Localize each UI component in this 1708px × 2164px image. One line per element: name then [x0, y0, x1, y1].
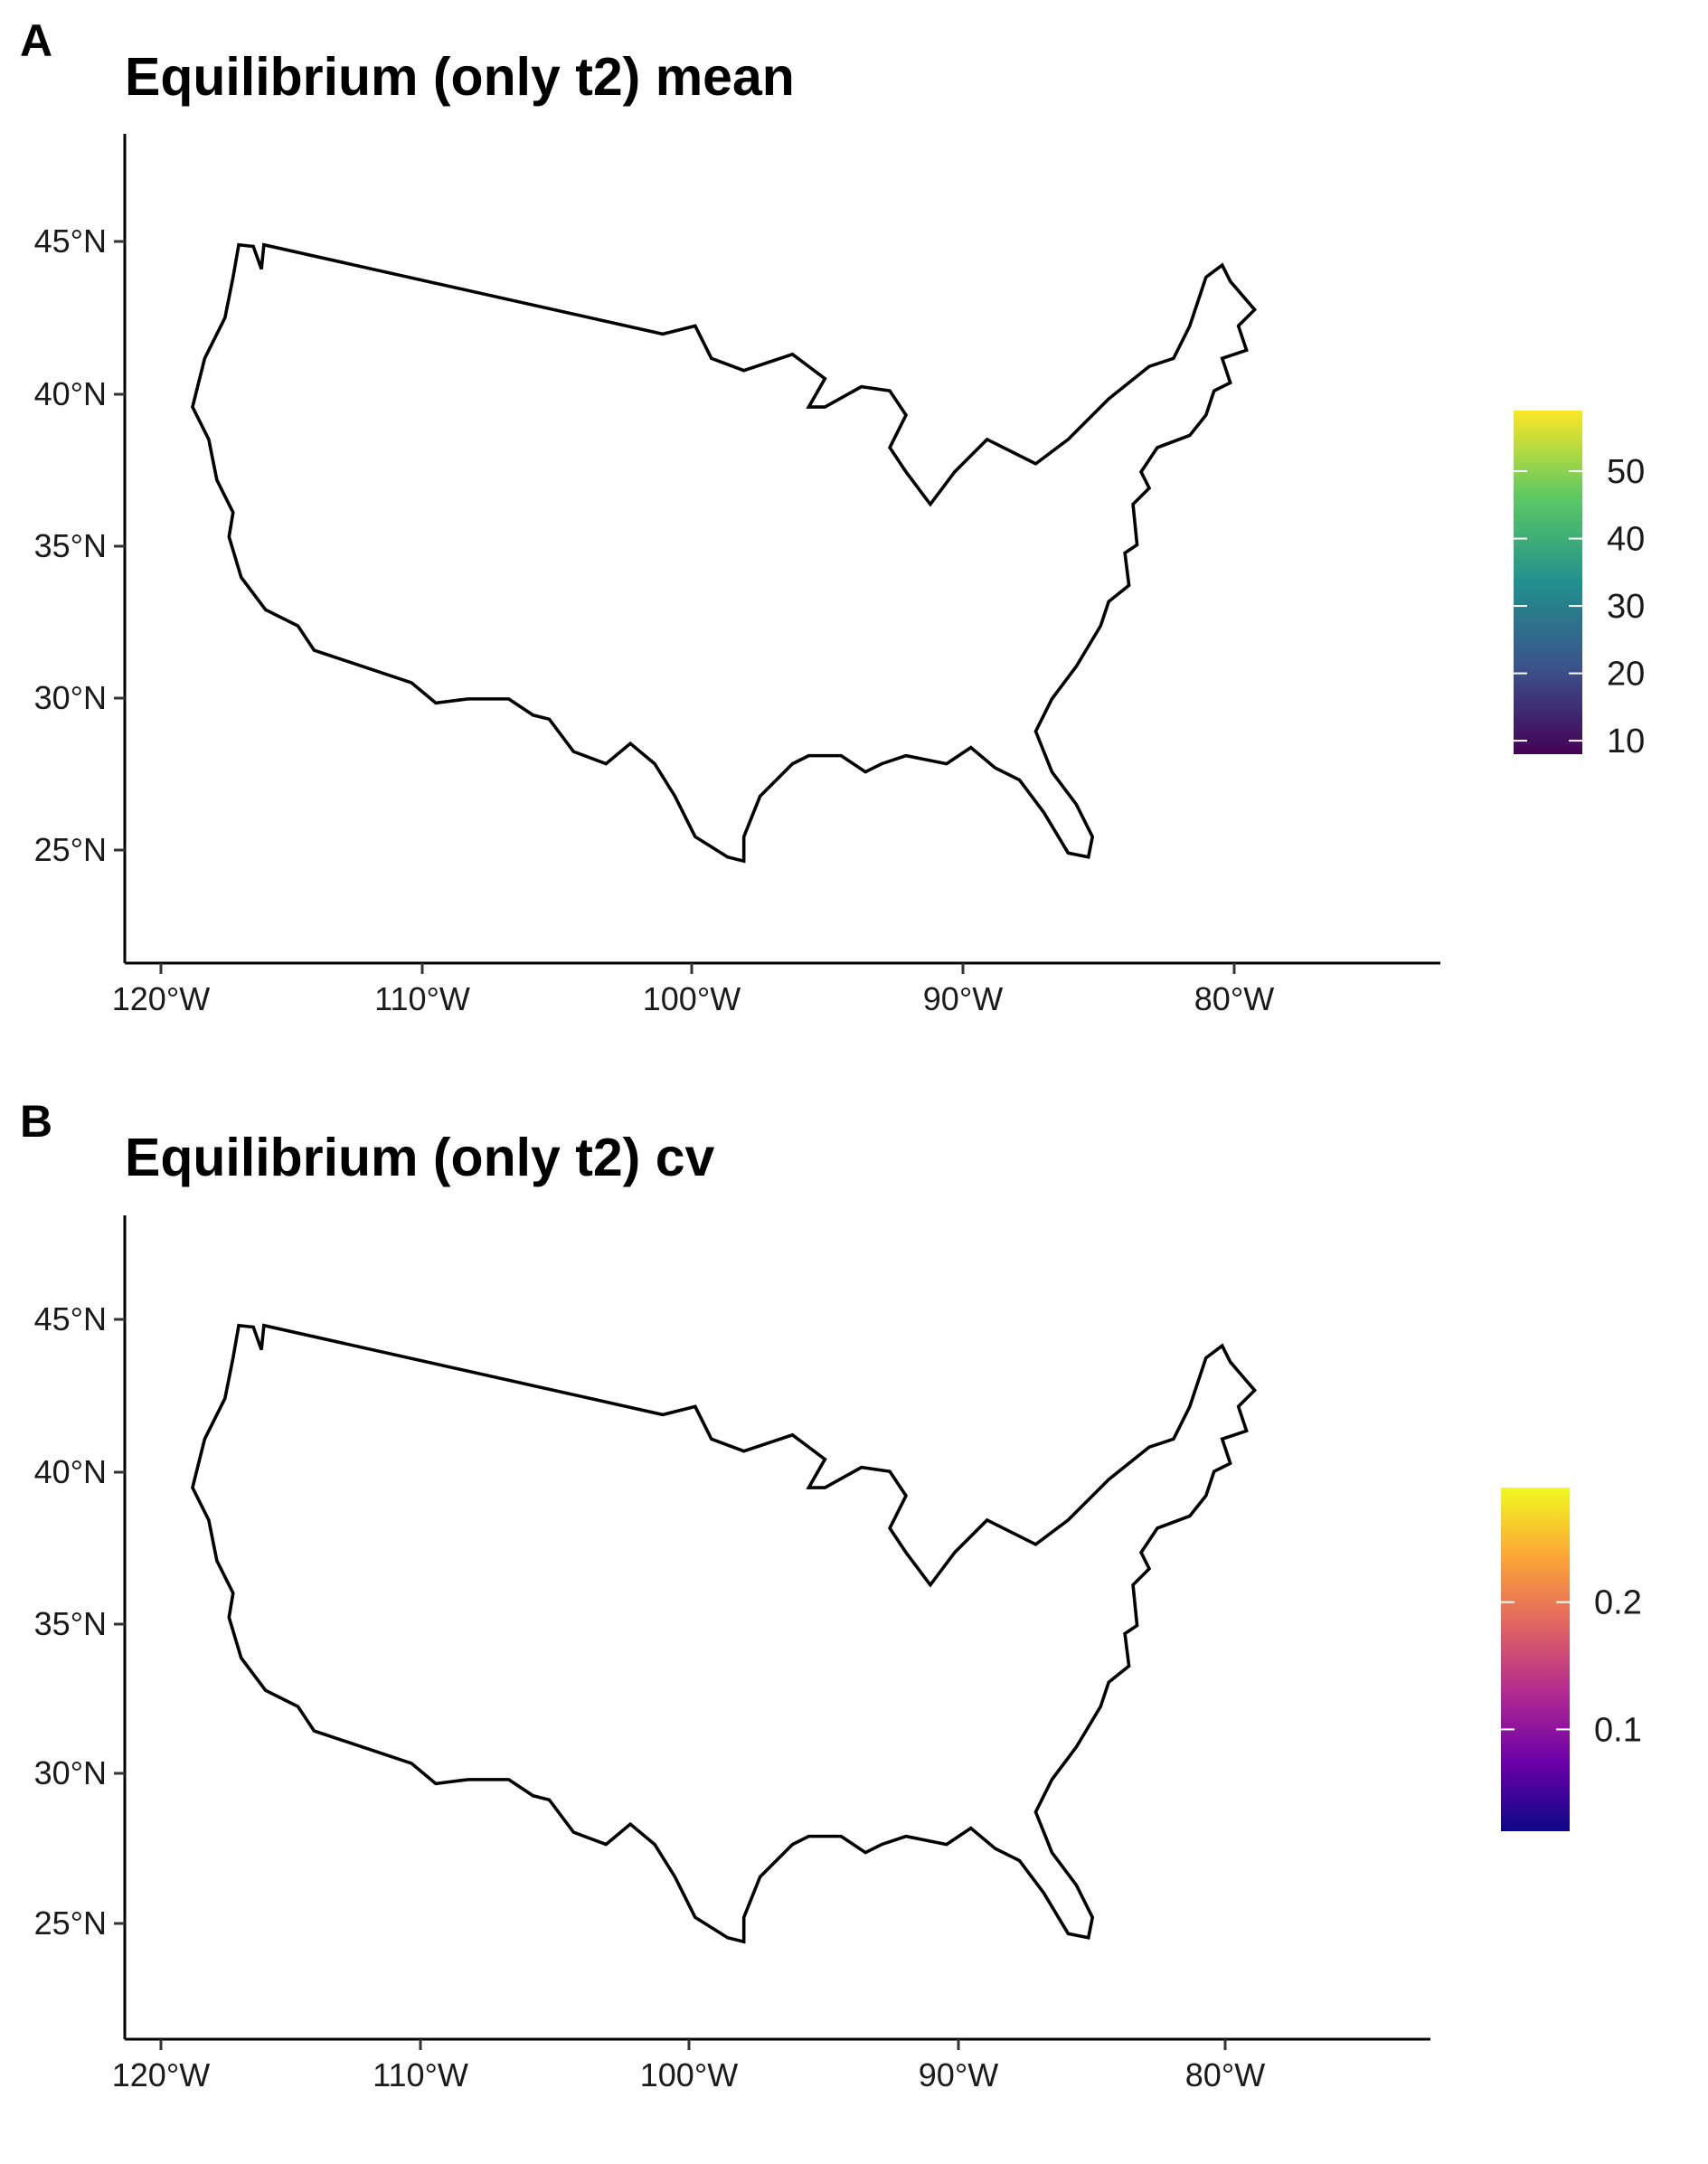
us-outline-a: [191, 242, 1257, 864]
panel-label-b: B: [20, 1096, 52, 1147]
legend-colorbar: [1501, 1488, 1570, 1831]
us-outline-b: [191, 1323, 1257, 1944]
legend-colorbar: [1514, 411, 1582, 754]
legend-label: 10: [1607, 723, 1645, 761]
panel-label-a: A: [20, 15, 52, 66]
x-tick-label: 90°W: [923, 980, 1003, 1017]
region-west-dry: [237, 246, 724, 619]
panel-a: A Equilibrium (only t2) mean 45°N 40°N 35°N 3…: [20, 15, 1645, 1017]
region-great-lakes: [882, 335, 992, 508]
legend-label: 30: [1607, 588, 1645, 626]
legend-label: 40: [1607, 521, 1645, 559]
legend-b: 0.2 0.1: [1501, 1488, 1642, 1831]
legend-label: 0.2: [1594, 1584, 1642, 1622]
legend-a: 50 40 30 20 10: [1514, 411, 1645, 761]
x-tick-label: 110°W: [374, 980, 470, 1017]
y-tick-label: 25°N: [34, 1904, 107, 1942]
region-west-dry: [237, 1327, 724, 1700]
y-tick-label: 35°N: [34, 1605, 107, 1642]
region-base: [192, 244, 1255, 862]
panel-title-a: Equilibrium (only t2) mean: [125, 47, 795, 107]
region-east-forest: [784, 321, 967, 582]
x-tick-label: 80°W: [1194, 980, 1274, 1017]
region-great-lakes: [882, 1416, 992, 1589]
x-tick-label: 120°W: [112, 2056, 210, 2093]
y-tick-label: 40°N: [34, 1453, 107, 1490]
region-plains: [565, 1402, 845, 1775]
region-southeast: [808, 1551, 1186, 1887]
x-tick-label: 120°W: [112, 980, 210, 1017]
x-tick-label: 100°W: [640, 2056, 738, 2093]
y-tick-label: 25°N: [34, 831, 107, 868]
region-east-forest: [784, 1402, 967, 1663]
x-tick-label: 90°W: [919, 2056, 998, 2093]
map-a: [191, 242, 1257, 864]
map-b: [191, 1323, 1257, 1944]
y-tick-label: 45°N: [34, 222, 107, 260]
panel-b: B Equilibrium (only t2) cv 45°N 40°N 35°N 30°…: [20, 1096, 1642, 2093]
y-tick-label: 30°N: [34, 1754, 107, 1791]
y-tick-label: 45°N: [34, 1300, 107, 1337]
x-tick-label: 100°W: [643, 980, 741, 1017]
x-tick-label: 110°W: [373, 2056, 468, 2093]
x-tick-label: 80°W: [1185, 2056, 1265, 2093]
region-southwest: [297, 507, 760, 769]
region-plains: [565, 321, 845, 695]
region-southwest: [297, 1588, 760, 1849]
y-tick-label: 40°N: [34, 375, 107, 412]
y-tick-label: 35°N: [34, 527, 107, 564]
region-base: [192, 1325, 1255, 1942]
legend-label: 50: [1607, 453, 1645, 491]
legend-label: 0.1: [1594, 1711, 1642, 1749]
panel-title-b: Equilibrium (only t2) cv: [125, 1128, 715, 1187]
map-fill-b: [192, 1325, 1255, 1942]
y-tick-label: 30°N: [34, 679, 107, 716]
map-fill-a: [192, 244, 1255, 862]
region-southeast: [808, 470, 1186, 807]
legend-label: 20: [1607, 656, 1645, 694]
